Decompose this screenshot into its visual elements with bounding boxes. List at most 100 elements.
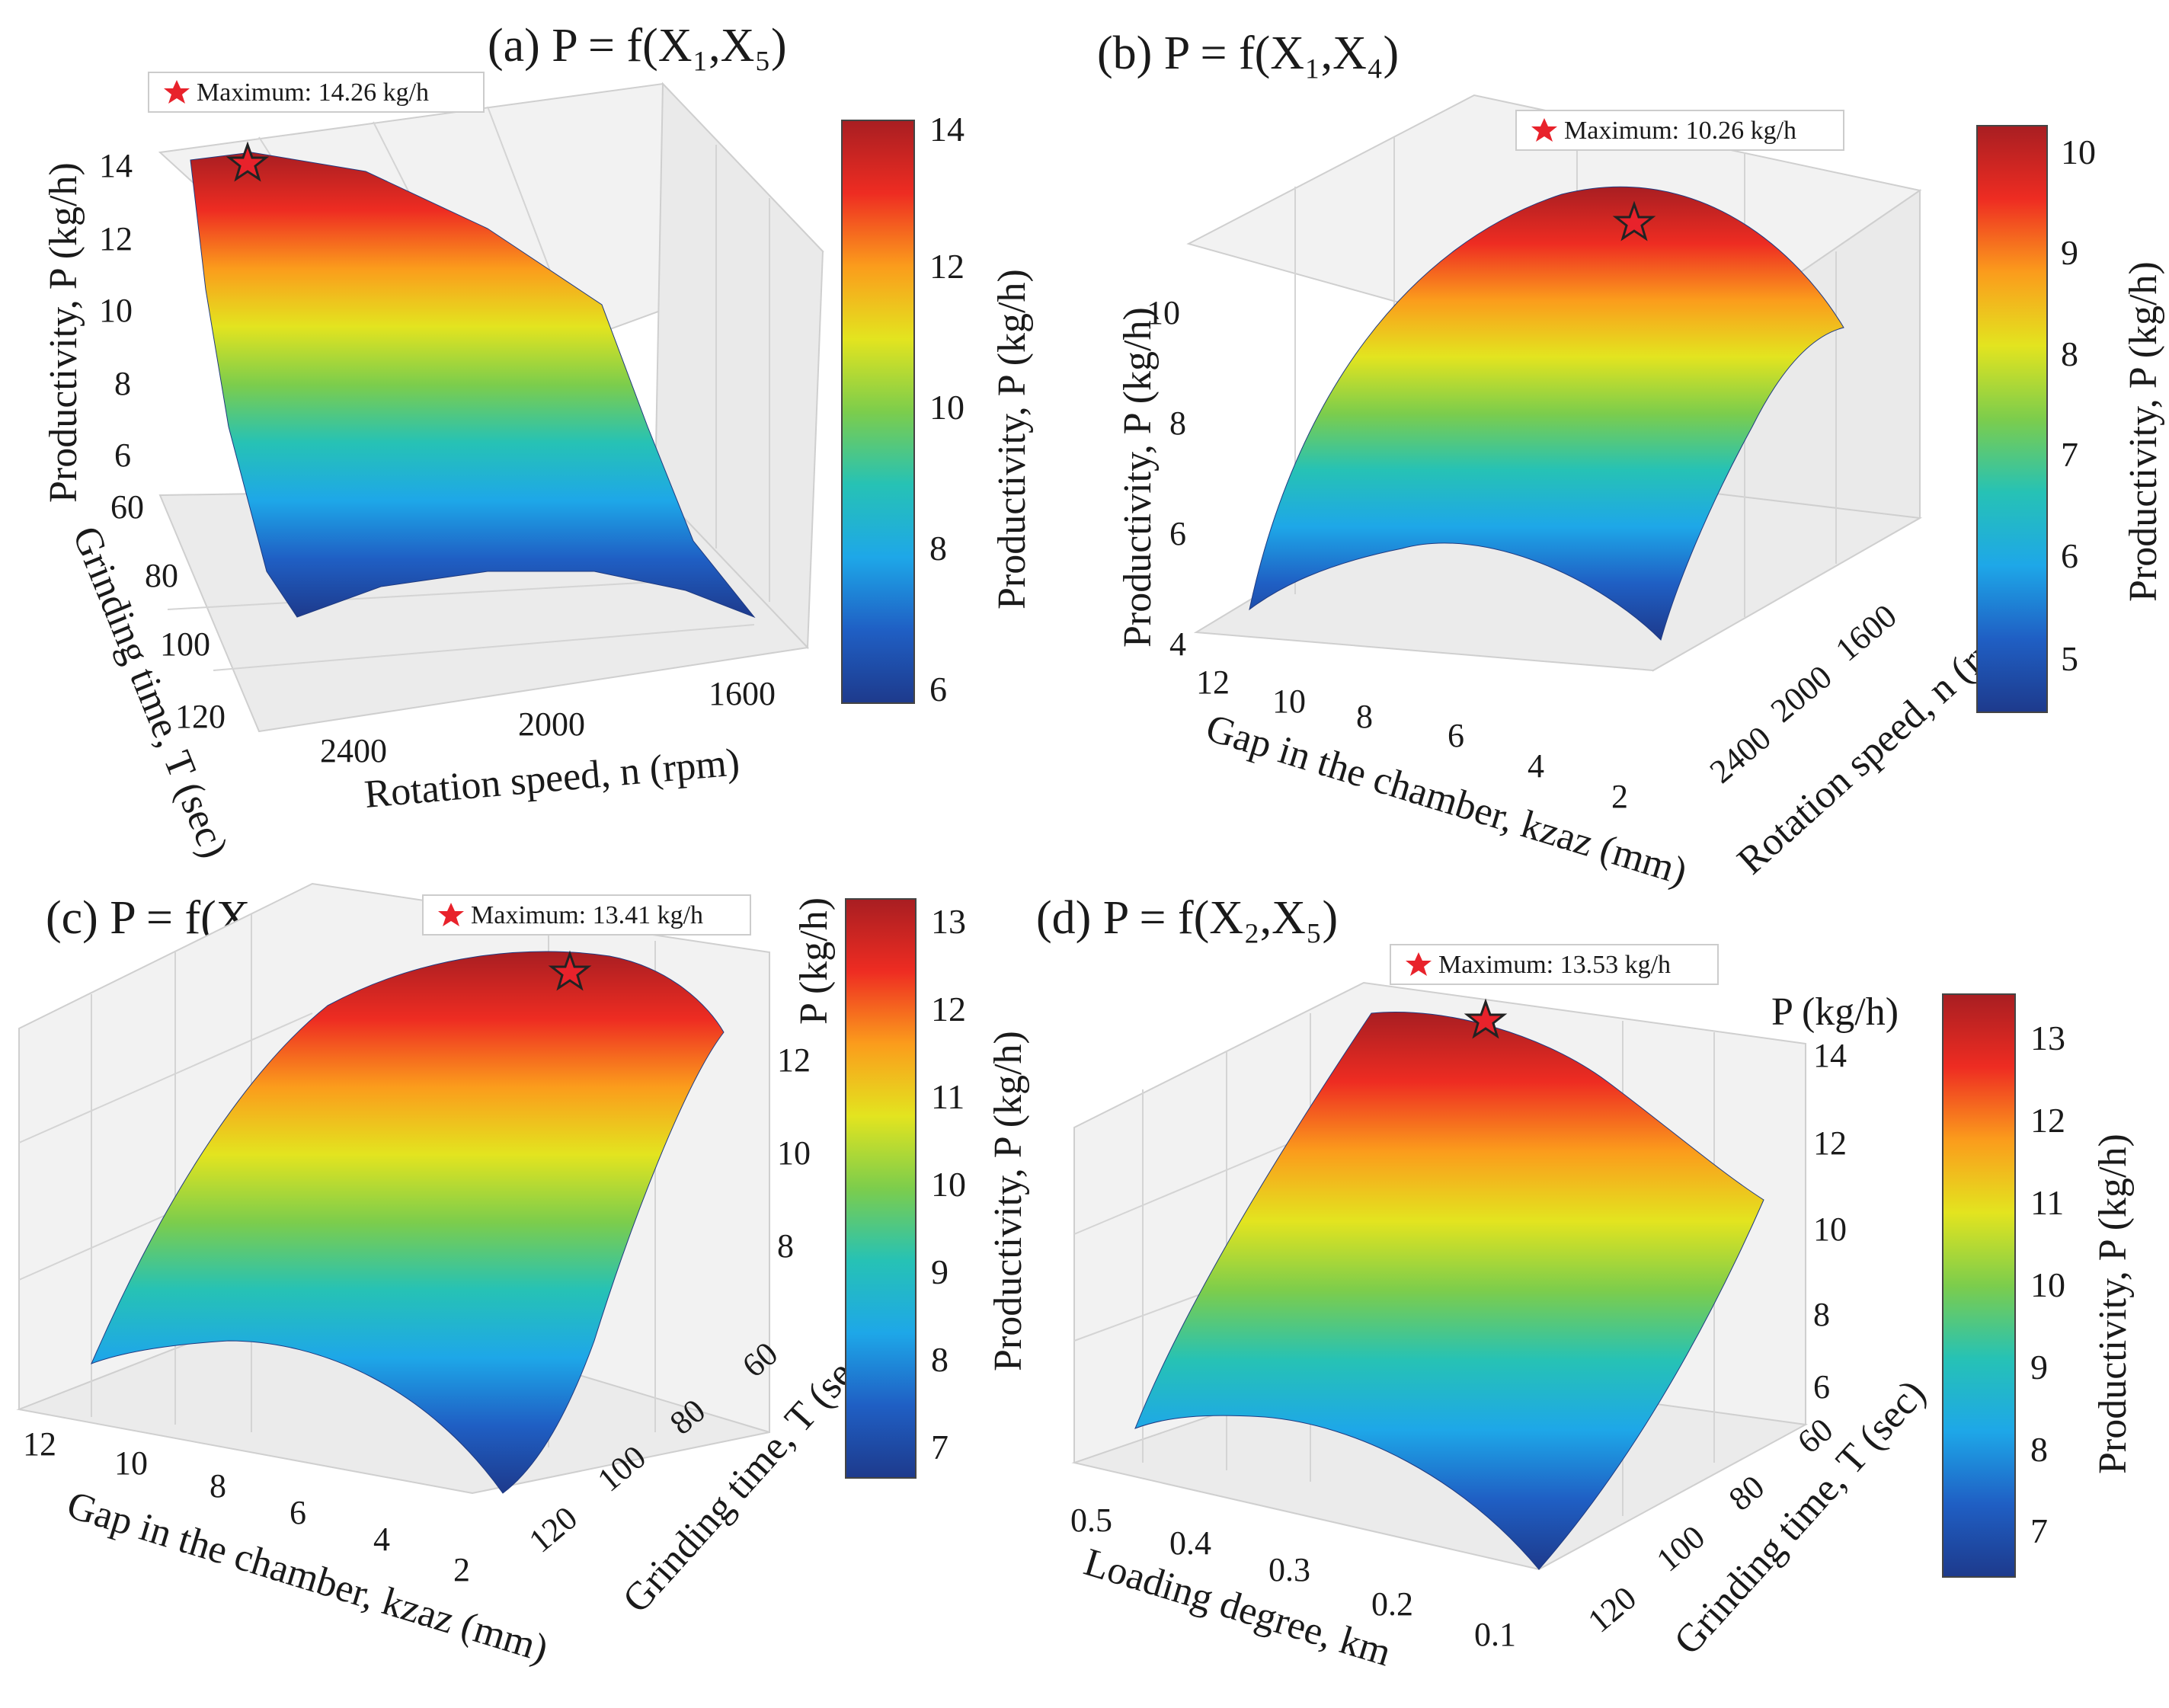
panel-a-ztick: 6 xyxy=(114,437,131,474)
panel-c-xtick: 4 xyxy=(373,1521,390,1558)
panel-b-max-label: Maximum: 10.26 kg/h xyxy=(1564,117,1796,145)
panel-d-cbtick: 8 xyxy=(2030,1430,2048,1469)
panel-c-colorbar xyxy=(845,898,917,1479)
panel-c-max-box xyxy=(422,894,751,936)
panel-c-surface xyxy=(91,951,725,1494)
panel-d-ytick: 100 xyxy=(1649,1518,1712,1579)
panel-d-xtick: 0.3 xyxy=(1268,1551,1310,1588)
panel-b-max-star xyxy=(1612,200,1656,241)
panel-b-cbtick: 6 xyxy=(2061,536,2078,575)
panel-a-ztick: 8 xyxy=(114,365,131,402)
panel-c-cbtick: 12 xyxy=(931,990,966,1028)
panel-c-xtick: 10 xyxy=(114,1444,148,1482)
panel-c: (c) P = f(X₄,X₅) Maximum: 13.41 kg/h P (… xyxy=(16,882,1030,1671)
panel-d-cbtick: 12 xyxy=(2030,1101,2065,1140)
panel-a-max-box xyxy=(148,72,485,113)
panel-c-ztick: 10 xyxy=(777,1134,811,1172)
panel-a-xtick: 1600 xyxy=(709,675,776,712)
panel-c-xtick: 6 xyxy=(290,1494,306,1531)
panel-c-cbtick: 7 xyxy=(931,1428,949,1467)
panel-d-xtick: 0.4 xyxy=(1169,1524,1211,1562)
panel-d-max-legend-star xyxy=(1406,952,1432,976)
panel-d-max-star xyxy=(1464,998,1508,1039)
panel-a-title: (a) P = f(X₁,X₅) xyxy=(488,20,787,72)
panel-c-cbtick: 9 xyxy=(931,1252,949,1291)
panel-b-xtick: 8 xyxy=(1356,698,1373,735)
panel-d-ztick: 10 xyxy=(1813,1211,1847,1248)
panel-c-colorbar-label: Productivity, P (kg/h) xyxy=(987,1031,1030,1371)
panel-d-ztick: 6 xyxy=(1813,1368,1830,1406)
panel-b-ztick: 4 xyxy=(1169,625,1186,663)
panel-a-ytick: 60 xyxy=(110,488,144,526)
panel-d-colorbar xyxy=(1942,993,2016,1578)
panel-d-max-box xyxy=(1390,944,1719,985)
panel-b: (b) P = f(X₁,X₄) Maximum: 10.26 kg/h Pro… xyxy=(1097,27,2165,894)
panel-b-ztick: 8 xyxy=(1169,405,1186,442)
panel-d-cbtick: 9 xyxy=(2030,1348,2048,1387)
panel-b-title: (b) P = f(X₁,X₄) xyxy=(1097,27,1399,79)
panel-b-ztick: 10 xyxy=(1147,294,1180,331)
panel-c-xtick: 12 xyxy=(23,1425,56,1463)
panel-b-cbtick: 5 xyxy=(2061,639,2078,678)
panel-c-xtick: 8 xyxy=(210,1467,226,1505)
panel-c-max-legend-star xyxy=(438,903,464,926)
panel-c-ytick: 120 xyxy=(522,1499,584,1560)
panel-d-xtick: 0.5 xyxy=(1070,1502,1112,1539)
panel-d-ztick: 12 xyxy=(1813,1124,1847,1162)
panel-b-surface xyxy=(1249,186,1844,641)
panel-c-cbtick: 13 xyxy=(931,902,966,941)
panel-a-cbtick: 8 xyxy=(929,529,947,568)
panel-a-cbtick: 6 xyxy=(929,670,947,708)
panel-d-ztick: 14 xyxy=(1813,1037,1847,1074)
panel-a-max-label: Maximum: 14.26 kg/h xyxy=(197,78,429,107)
panel-d-cbtick: 11 xyxy=(2030,1183,2064,1222)
panel-a-ytick: 100 xyxy=(160,625,210,663)
panel-b-xtick: 4 xyxy=(1528,747,1544,785)
panel-a-ztick: 10 xyxy=(99,292,133,329)
panel-c-ztick: 12 xyxy=(777,1041,811,1079)
panel-a-ytick: 120 xyxy=(175,698,226,735)
panel-a-cbtick: 12 xyxy=(929,247,965,286)
panel-b-cbtick: 7 xyxy=(2061,435,2078,474)
panel-a-ztick: 12 xyxy=(99,220,133,257)
panel-b-xtick: 2 xyxy=(1611,778,1628,815)
panel-a-xlabel: Rotation speed, n (rpm) xyxy=(363,740,741,817)
panel-d-xtick: 0.1 xyxy=(1474,1616,1516,1653)
panel-a-max-star xyxy=(226,141,270,182)
panel-b-zlabel: Productivity, P (kg/h) xyxy=(1116,307,1160,648)
panel-c-cbtick: 11 xyxy=(931,1077,965,1116)
panel-b-xtick: 12 xyxy=(1196,664,1230,701)
panel-c-cbtick: 10 xyxy=(931,1165,966,1204)
panel-d-surface xyxy=(1134,1011,1764,1570)
panel-d-colorbar-label: Productivity, P (kg/h) xyxy=(2091,1134,2135,1474)
panel-b-max-box xyxy=(1515,110,1844,151)
panel-d-ytick: 120 xyxy=(1581,1579,1643,1640)
panel-c-ztick: 8 xyxy=(777,1227,794,1265)
panel-a-max-legend-star xyxy=(164,80,190,104)
panel-d-cbtick: 13 xyxy=(2030,1019,2065,1057)
panel-b-ytick: 2400 xyxy=(1703,719,1778,791)
panel-c-xtick: 2 xyxy=(453,1551,470,1588)
panel-b-ytick: 1600 xyxy=(1828,597,1904,669)
panel-d-ytick: 80 xyxy=(1722,1468,1771,1518)
panel-a-colorbar xyxy=(841,120,915,704)
panel-a-ytick: 80 xyxy=(145,557,178,594)
panel-d-zlabel: P (kg/h) xyxy=(1771,990,1899,1034)
panel-a-xtick: 2400 xyxy=(320,732,387,769)
panel-a-cbtick: 10 xyxy=(929,388,965,427)
panel-d-max-label: Maximum: 13.53 kg/h xyxy=(1438,951,1671,979)
panel-b-colorbar xyxy=(1976,125,2048,713)
panel-d-xlabel: Loading degree, km xyxy=(1079,1540,1396,1675)
panel-a-cbtick: 14 xyxy=(929,110,965,149)
panel-b-max-legend-star xyxy=(1531,118,1557,142)
panel-a-ztick: 14 xyxy=(99,147,133,184)
panel-a-surface xyxy=(190,152,756,619)
panel-b-ztick: 6 xyxy=(1169,515,1186,552)
panel-d-title: (d) P = f(X₂,X₅) xyxy=(1036,892,1338,944)
panel-d-cbtick: 10 xyxy=(2030,1265,2065,1304)
panel-b-cbtick: 10 xyxy=(2061,133,2096,171)
panel-b-xtick: 10 xyxy=(1272,683,1306,720)
panel-c-xlabel: Gap in the chamber, kzaz (mm) xyxy=(62,1483,552,1671)
panel-c-max-star xyxy=(548,950,592,991)
